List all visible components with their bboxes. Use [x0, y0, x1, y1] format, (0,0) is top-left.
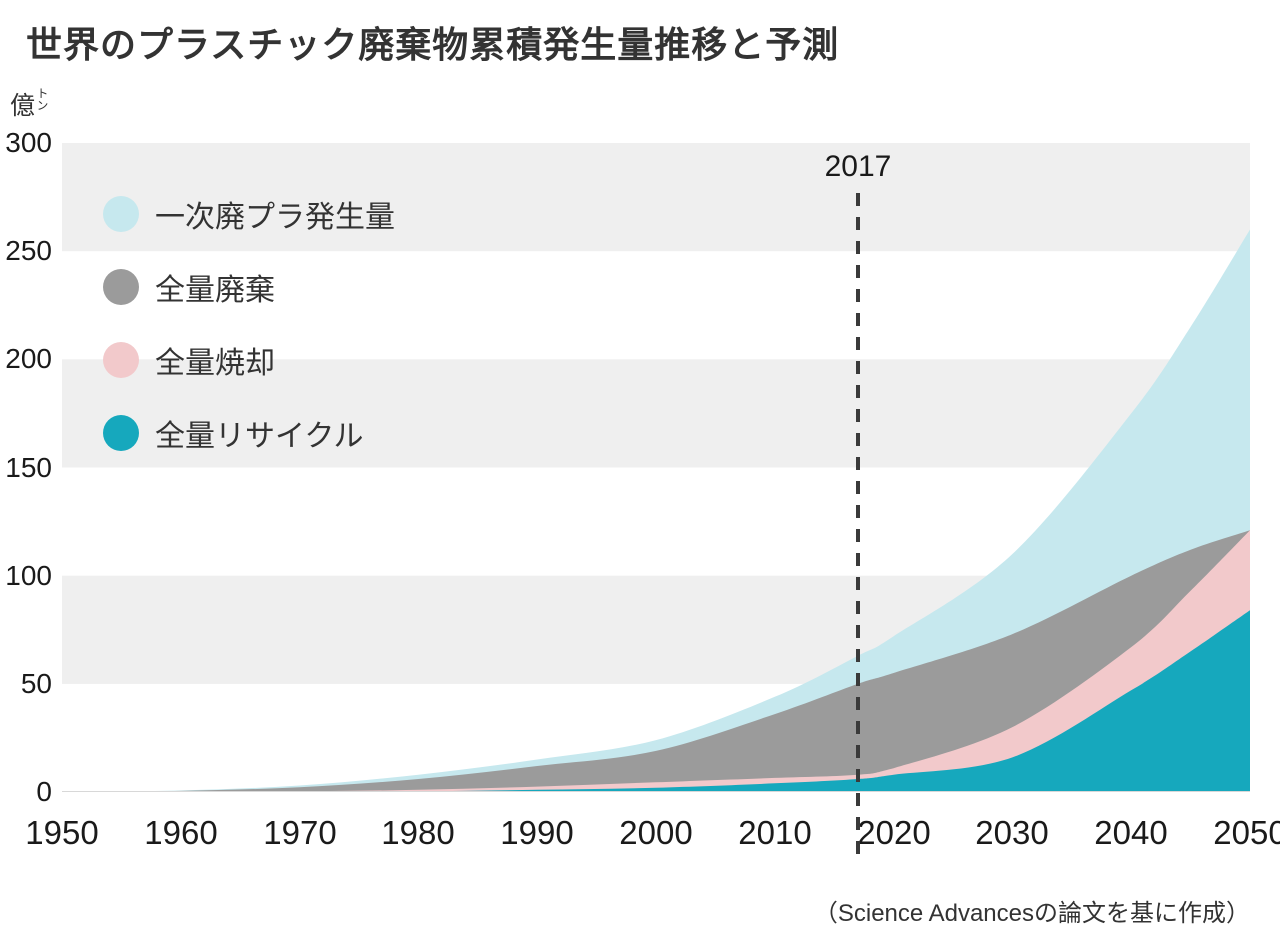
legend-item-primary-waste: 一次廃プラ発生量: [103, 195, 395, 234]
y-axis-unit-small: トン: [35, 87, 50, 111]
legend-item-all-discarded: 全量廃棄: [103, 268, 395, 307]
x-axis-tick-label: 2050: [1213, 814, 1280, 851]
chart-legend: 一次廃プラ発生量 全量廃棄 全量焼却 全量リサイクル: [103, 195, 395, 487]
y-axis-tick-label: 100: [5, 560, 52, 591]
legend-label-all-discarded: 全量廃棄: [155, 274, 275, 307]
legend-label-all-recycled: 全量リサイクル: [155, 420, 364, 453]
y-axis-tick-label: 150: [5, 452, 52, 483]
legend-item-all-recycled: 全量リサイクル: [103, 414, 395, 453]
series-area-3: [62, 610, 1250, 792]
x-axis-tick-label: 2040: [1094, 814, 1168, 851]
x-axis-tick-label: 1980: [381, 814, 455, 851]
legend-swatch-primary-waste-icon: [103, 196, 139, 232]
grid-band: [62, 143, 1250, 252]
y-axis-unit-label: 億トン: [10, 86, 50, 122]
chart-title: 世界のプラスチック廃棄物累積発生量推移と予測: [26, 24, 840, 65]
legend-swatch-all-discarded-icon: [103, 269, 139, 305]
series-area-1: [62, 530, 1250, 792]
series-area-0: [62, 229, 1250, 792]
grid-band: [62, 359, 1250, 468]
y-axis-tick-label: 200: [5, 343, 52, 374]
annotation-dashed-line-2017: [856, 193, 860, 855]
x-axis-tick-label: 2010: [738, 814, 812, 851]
legend-label-all-incinerated: 全量焼却: [155, 347, 275, 380]
source-credit: （Science Advancesの論文を基に作成）: [813, 900, 1250, 927]
y-axis-tick-label: 250: [5, 235, 52, 266]
chart-plot-area: [62, 143, 1250, 792]
y-axis-tick-label: 50: [20, 668, 52, 699]
x-axis-tick-label: 1970: [263, 814, 337, 851]
annotation-year-label: 2017: [824, 150, 892, 183]
legend-label-primary-waste: 一次廃プラ発生量: [155, 201, 395, 234]
x-axis-tick-label: 1990: [500, 814, 574, 851]
legend-swatch-all-recycled-icon: [103, 415, 139, 451]
x-axis-tick-label: 1960: [144, 814, 218, 851]
x-axis-tick-label: 2000: [619, 814, 693, 851]
legend-swatch-all-incinerated-icon: [103, 342, 139, 378]
y-axis-unit-main: 億: [10, 92, 36, 120]
x-axis-tick-label: 2030: [975, 814, 1049, 851]
x-axis-tick-label: 1950: [25, 814, 99, 851]
y-axis-tick-label: 0: [36, 776, 52, 807]
y-axis-tick-label: 300: [5, 127, 52, 158]
legend-item-all-incinerated: 全量焼却: [103, 341, 395, 380]
